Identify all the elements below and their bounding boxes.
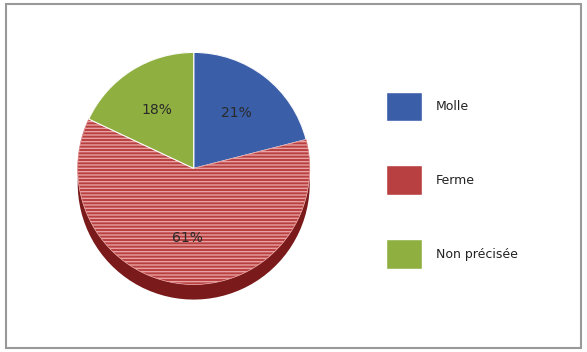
FancyBboxPatch shape (386, 165, 421, 195)
Text: 18%: 18% (141, 103, 172, 117)
Text: Ferme: Ferme (436, 174, 474, 187)
Text: Non précisée: Non précisée (436, 248, 517, 260)
Wedge shape (194, 52, 306, 169)
Text: 61%: 61% (172, 231, 203, 245)
Polygon shape (194, 52, 306, 155)
Text: 21%: 21% (221, 106, 252, 120)
Polygon shape (89, 52, 194, 134)
Wedge shape (77, 119, 310, 284)
FancyBboxPatch shape (386, 92, 421, 121)
Wedge shape (89, 52, 194, 169)
Polygon shape (77, 119, 310, 300)
FancyBboxPatch shape (386, 239, 421, 269)
Text: Molle: Molle (436, 100, 468, 113)
